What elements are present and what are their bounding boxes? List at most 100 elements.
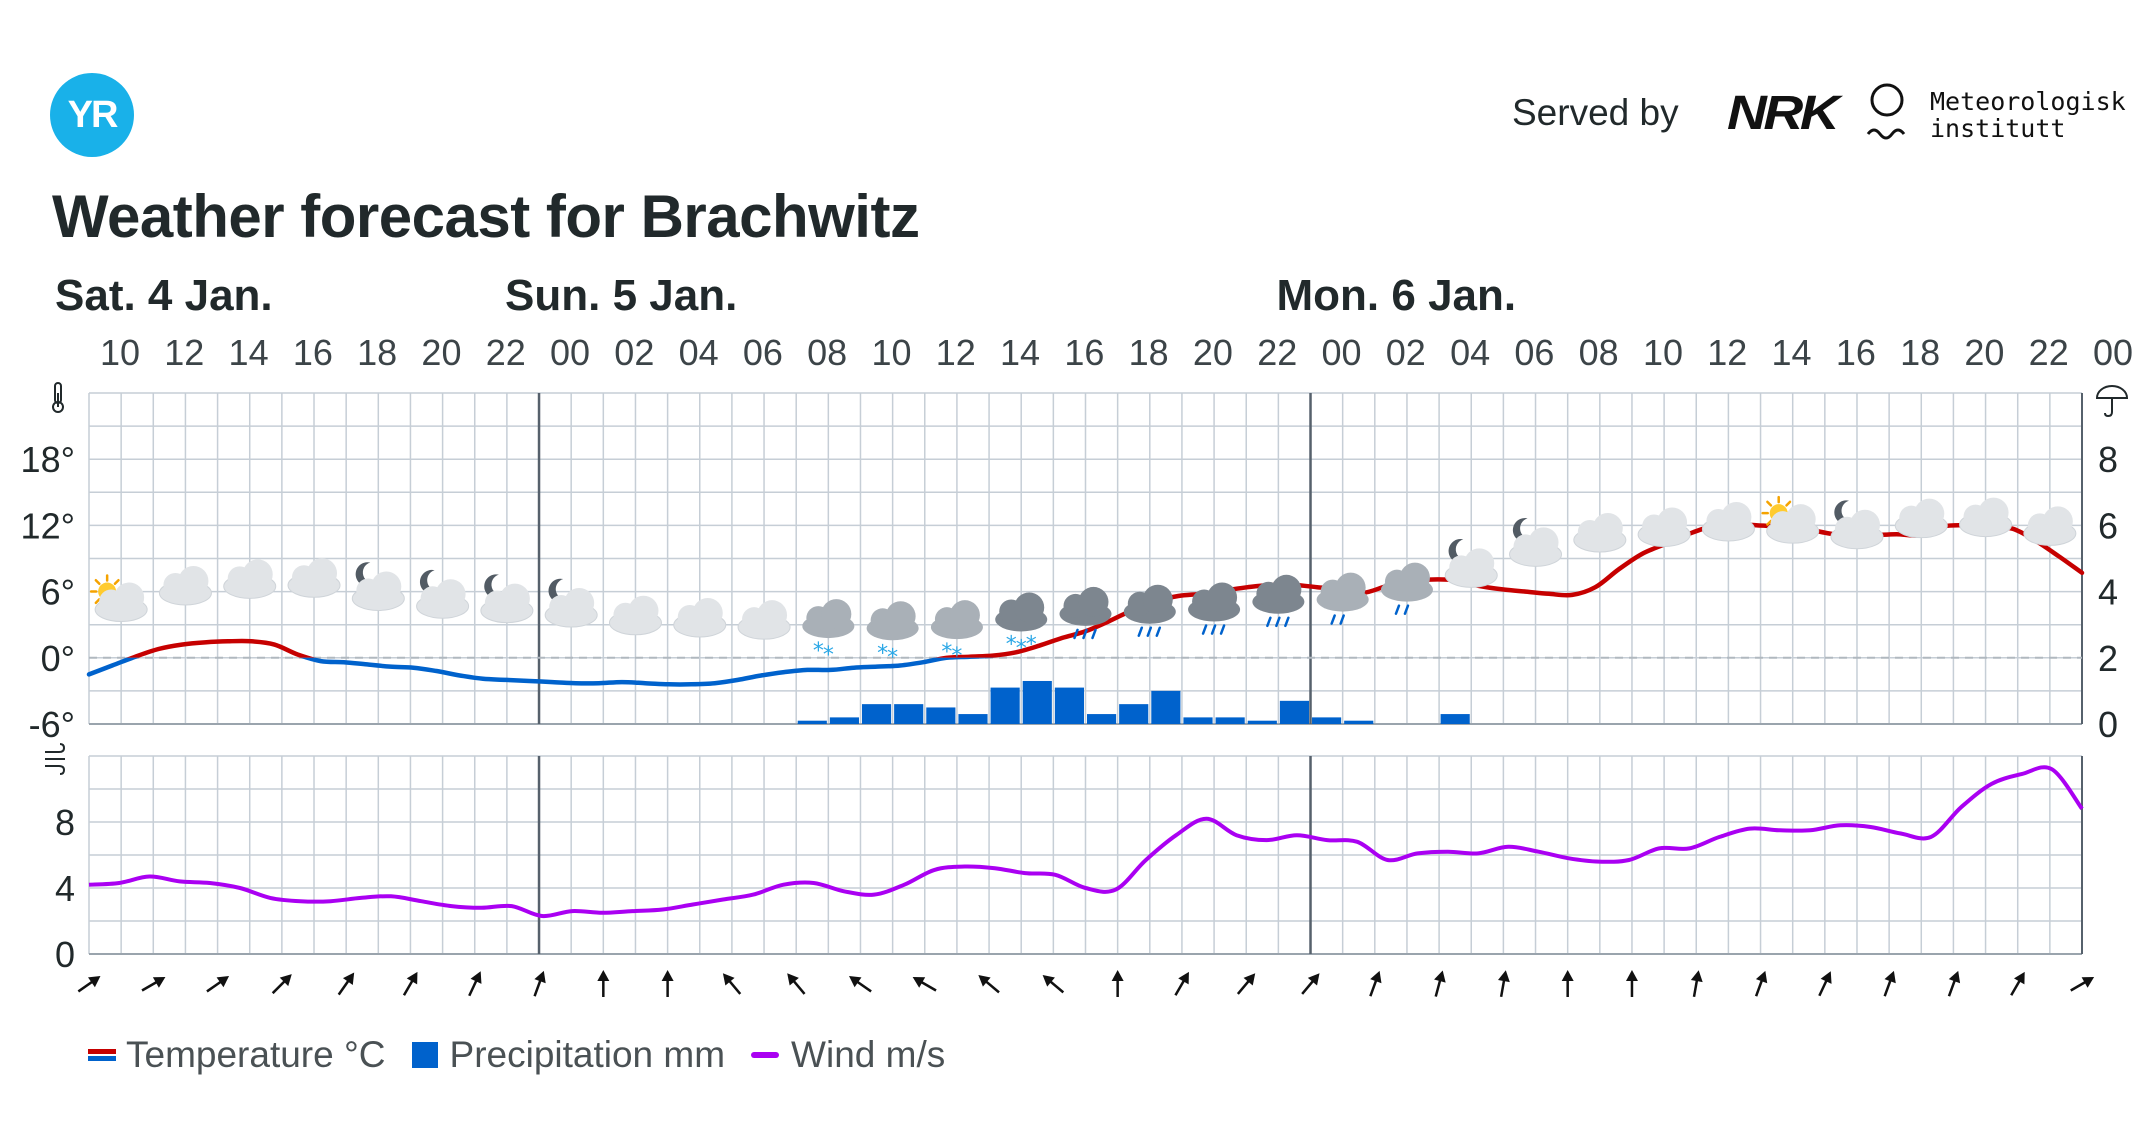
precipitation-bar — [861, 704, 892, 724]
precipitation-bar — [1151, 690, 1181, 724]
hour-tick-label: 20 — [421, 332, 461, 373]
met-institute-logo-icon[interactable] — [1862, 82, 1912, 148]
axis-icons — [45, 382, 2129, 775]
wind-tick-label: 0 — [55, 934, 75, 975]
wind-direction-arrow-icon — [77, 975, 101, 993]
weather-symbol-lightrain-icon — [1380, 562, 1433, 615]
wind-direction-arrow-icon — [1369, 970, 1382, 997]
precipitation-bar — [1344, 720, 1374, 724]
weather-symbol-rain-icon — [1252, 574, 1305, 628]
grid — [88, 392, 2083, 955]
weather-symbol-fair-day-icon — [1761, 495, 1820, 544]
svg-text:*: * — [823, 643, 834, 668]
precipitation-bar — [926, 707, 956, 724]
legend-temperature-swatch — [88, 1049, 116, 1061]
met-line2: institutt — [1930, 114, 2066, 143]
nrk-logo[interactable]: NRK — [1727, 87, 1840, 140]
precipitation-bar — [1054, 687, 1084, 724]
wind-direction-arrow-icon — [1690, 970, 1703, 998]
weather-symbols: * * * * * * ** * — [89, 495, 2077, 670]
hour-tick-label: 06 — [743, 332, 783, 373]
precipitation-bar — [829, 717, 859, 724]
wind-line — [88, 765, 2084, 919]
served-by-label: Served by — [1512, 92, 1679, 133]
hour-tick-label: 16 — [293, 332, 333, 373]
weather-symbol-partlycloudy-night-icon — [416, 569, 470, 619]
temperature-tick-label: -6° — [29, 704, 75, 745]
wind-direction-arrow-icon — [468, 971, 482, 997]
precipitation-bar — [1440, 714, 1470, 724]
wind-direction-arrow-icon — [2070, 977, 2095, 992]
weather-symbol-cloudy-icon — [2023, 506, 2077, 546]
legend-wind-swatch — [751, 1052, 780, 1058]
precipitation-tick-label: 0 — [2098, 704, 2118, 745]
weather-symbol-rain-icon — [1188, 582, 1241, 635]
precipitation-bar — [797, 720, 827, 724]
wind-direction-arrow-icon — [1561, 970, 1574, 997]
weather-symbol-lightsnow-icon: * * — [866, 601, 919, 670]
hour-tick-label: 00 — [2093, 332, 2133, 373]
weather-symbol-partlycloudy-night-icon — [351, 562, 405, 611]
hour-tick-label: 12 — [164, 332, 204, 373]
temperature-tick-label: 0° — [41, 638, 75, 679]
legend-precipitation-label: Precipitation mm — [449, 1034, 726, 1075]
met-line1: Meteorologisk — [1930, 87, 2126, 116]
precipitation-bar — [1087, 714, 1117, 724]
hour-tick-label: 18 — [1900, 332, 1940, 373]
weather-symbol-partlycloudy-night-icon — [1509, 518, 1563, 567]
hour-tick-label: 20 — [1193, 332, 1233, 373]
wind-direction-arrow-icon — [1434, 970, 1446, 997]
hour-tick-label: 16 — [1836, 332, 1876, 373]
hour-tick-label: 22 — [1257, 332, 1297, 373]
precipitation-tick-label: 6 — [2098, 505, 2118, 546]
wind-direction-arrow-icon — [206, 975, 230, 993]
wind-direction-arrow-icon — [141, 977, 166, 992]
weather-symbol-lightsnow-icon: * * — [930, 600, 983, 669]
hour-tick-label: 04 — [679, 332, 719, 373]
weather-symbol-cloudy-icon — [673, 597, 727, 638]
hour-tick-label: 06 — [1514, 332, 1554, 373]
hour-tick-label: 14 — [229, 332, 269, 373]
weather-symbol-cloudy-icon — [608, 595, 662, 636]
yr-logo[interactable]: YR — [50, 73, 134, 157]
hour-tick-label: 00 — [550, 332, 590, 373]
precipitation-bar — [1183, 717, 1213, 724]
precipitation-bar — [958, 714, 988, 724]
wind-direction-arrow-icon — [1301, 973, 1320, 995]
hour-tick-label: 02 — [1386, 332, 1426, 373]
temperature-tick-label: 18° — [21, 439, 75, 480]
precipitation-bar — [1215, 717, 1245, 724]
hour-tick-label: 14 — [1772, 332, 1812, 373]
hour-tick-label: 14 — [1000, 332, 1040, 373]
hour-tick-label: 18 — [1129, 332, 1169, 373]
wind-direction-arrow-icon — [1236, 973, 1256, 995]
svg-text:*: * — [951, 644, 962, 669]
weather-symbol-partlycloudy-night-icon — [480, 574, 534, 624]
umbrella-icon — [2095, 385, 2129, 418]
hour-tick-label: 22 — [486, 332, 526, 373]
header: YR Served by NRK Meteorologisk institutt… — [0, 0, 2138, 260]
precipitation-bar — [894, 704, 924, 724]
legend-precipitation: Precipitation mm — [411, 1034, 726, 1076]
wind-direction-arrow-icon — [722, 973, 742, 995]
wind-direction-arrow-icon — [337, 972, 355, 996]
met-institute-logo-text[interactable]: Meteorologisk institutt — [1930, 88, 2126, 142]
wind-direction-arrow-icon — [661, 970, 674, 997]
legend-wind: Wind m/s — [751, 1034, 945, 1076]
weather-symbol-rain-icon — [1059, 586, 1112, 640]
svg-text:*: * — [813, 639, 824, 664]
svg-text:*: * — [887, 645, 898, 670]
hour-tick-label: 10 — [1643, 332, 1683, 373]
day-label: Sat. 4 Jan. — [55, 271, 273, 320]
precipitation-bar — [1022, 680, 1052, 724]
wind-tick-label: 4 — [55, 868, 75, 909]
svg-text:*: * — [1026, 632, 1037, 657]
hour-tick-label: 18 — [357, 332, 397, 373]
weather-symbol-cloudy-icon — [158, 565, 212, 606]
wind-direction-arrow-icon — [271, 974, 292, 995]
wind-direction-arrow-icon — [1111, 970, 1124, 997]
hour-tick-label: 08 — [807, 332, 847, 373]
wind-direction-arrow-icon — [787, 973, 806, 995]
day-label: Sun. 5 Jan. — [505, 271, 737, 320]
weather-symbol-lightrain-icon — [1316, 572, 1369, 625]
